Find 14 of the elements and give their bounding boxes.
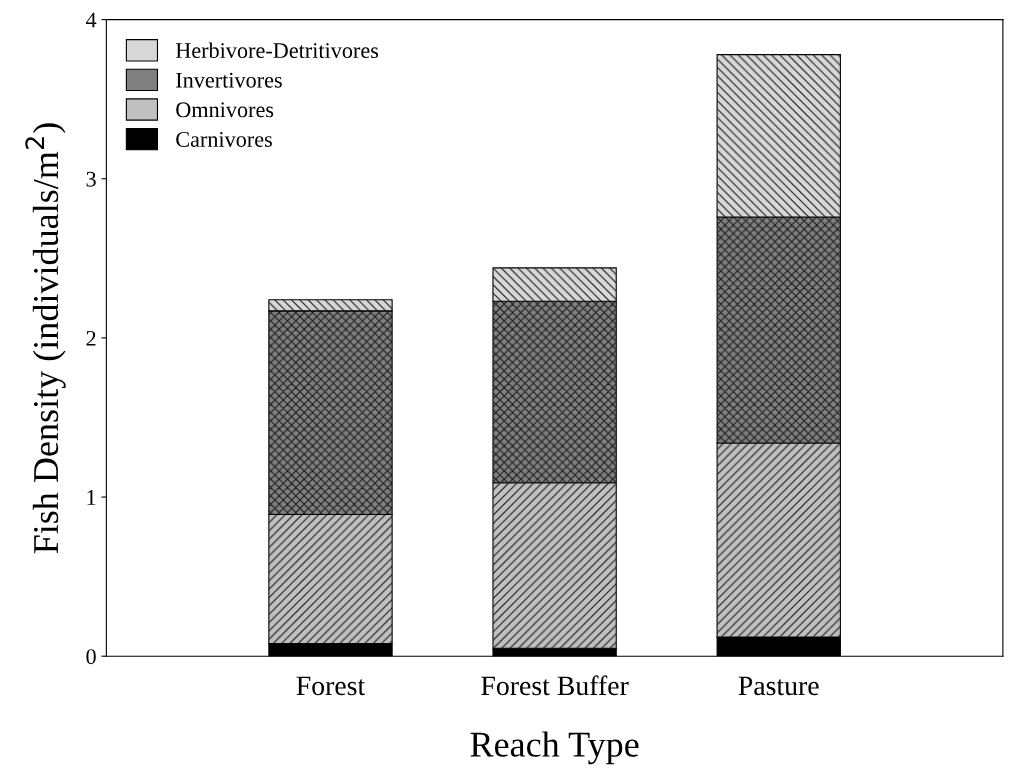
x-axis-title: Reach Type [470, 731, 639, 765]
legend-label: Herbivore-Detritivores [175, 42, 379, 59]
y-tick-label: 4 [85, 12, 97, 28]
x-tick-label: Forest [296, 676, 366, 696]
y-tick-label: 0 [86, 649, 96, 665]
y-tick-label: 2 [86, 330, 96, 346]
legend-label: Omnivores [176, 102, 274, 118]
y-tick-label: 1 [87, 490, 96, 505]
y-tick-label: 3 [86, 171, 96, 187]
x-tick-label: Forest Buffer [481, 675, 629, 696]
y-axis-title: Fish Density (individuals/m$^{2}$) [25, 123, 66, 554]
x-tick-label: Pasture [738, 676, 819, 696]
legend-label: Invertivores [176, 72, 282, 88]
legend-label: Carnivores [176, 131, 272, 147]
